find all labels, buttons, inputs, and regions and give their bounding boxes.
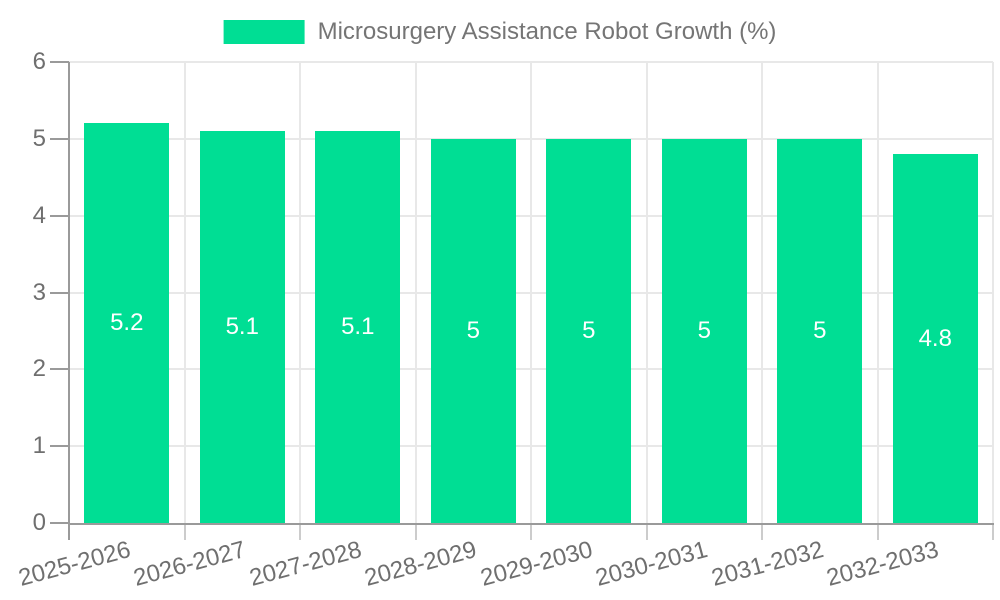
bar-value-label: 5.1 (341, 313, 375, 341)
x-gridline (530, 62, 532, 523)
x-tick (645, 524, 648, 540)
y-tick-label: 4 (32, 201, 46, 229)
legend-label: Microsurgery Assistance Robot Growth (%) (317, 18, 777, 45)
x-tick-label: 2029-2030 (477, 536, 596, 592)
bar-value-label: 5.2 (110, 309, 144, 337)
y-tick (50, 137, 69, 140)
bar-value-label: 5 (813, 316, 827, 344)
y-tick-label: 5 (32, 124, 46, 152)
bar (546, 138, 632, 523)
y-tick (50, 368, 69, 371)
x-tick (299, 524, 301, 540)
x-gridline (414, 62, 417, 523)
bar (892, 154, 978, 523)
x-tick-label: 2025-2026 (15, 536, 134, 592)
x-tick (183, 524, 186, 540)
bar (315, 131, 401, 523)
x-tick (992, 524, 994, 540)
x-gridline (876, 62, 879, 523)
x-tick (530, 524, 532, 540)
y-tick (50, 445, 69, 448)
x-gridline (299, 62, 301, 523)
y-tick (50, 522, 69, 524)
x-tick-label: 2031-2032 (708, 536, 827, 592)
x-tick-label: 2032-2033 (824, 536, 942, 592)
bar-value-label: 5.1 (225, 313, 259, 341)
y-tick-label: 1 (32, 432, 46, 460)
y-tick (50, 291, 69, 294)
x-tick (876, 524, 879, 540)
x-tick-label: 2028-2029 (362, 536, 480, 592)
bar (84, 123, 170, 523)
bar-value-label: 4.8 (918, 324, 952, 352)
y-axis-line (68, 62, 70, 540)
y-tick-label: 6 (32, 48, 46, 75)
x-gridline (761, 62, 763, 523)
bar (199, 131, 285, 523)
legend-swatch (223, 20, 305, 44)
x-tick (761, 524, 763, 540)
x-axis-line (68, 523, 994, 525)
bar-value-label: 5 (466, 316, 480, 344)
x-gridline (992, 62, 994, 523)
bar-value-label: 5 (697, 316, 711, 344)
y-tick-label: 3 (32, 278, 46, 306)
x-gridline (183, 62, 186, 523)
y-tick-label: 2 (32, 355, 46, 383)
x-tick-label: 2030-2031 (593, 536, 711, 592)
y-tick (50, 214, 69, 217)
x-tick (414, 524, 417, 540)
bar-value-label: 5 (582, 316, 596, 344)
bar (661, 138, 747, 523)
bar (430, 138, 516, 523)
y-tick (50, 61, 69, 63)
x-tick-label: 2026-2027 (131, 536, 249, 592)
chart-legend[interactable]: Microsurgery Assistance Robot Growth (%) (223, 18, 777, 46)
x-gridline (645, 62, 648, 523)
y-tick-label: 0 (32, 509, 46, 536)
x-tick-label: 2027-2028 (246, 536, 365, 592)
bar (777, 138, 863, 523)
